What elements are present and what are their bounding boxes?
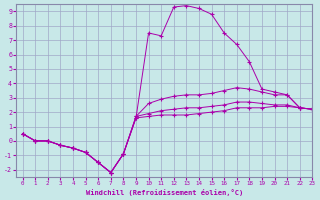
X-axis label: Windchill (Refroidissement éolien,°C): Windchill (Refroidissement éolien,°C) xyxy=(86,189,243,196)
